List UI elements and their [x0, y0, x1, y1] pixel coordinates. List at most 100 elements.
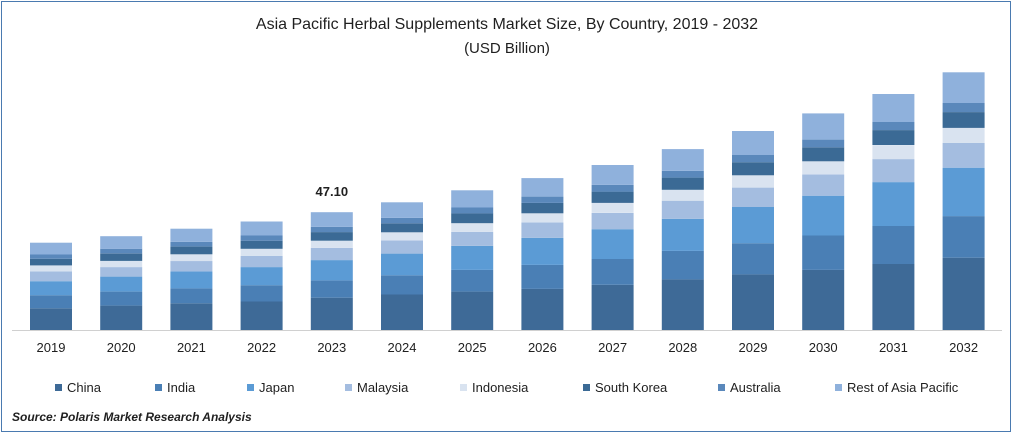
- bar-segment-china-2031: [872, 264, 915, 330]
- bar-segment-australia-2031: [872, 122, 915, 131]
- x-tick-label-2025: 2025: [458, 340, 487, 355]
- bar-segment-malaysia-2031: [872, 159, 915, 183]
- bar-segment-malaysia-2023: [310, 247, 353, 261]
- bar-segment-malaysia-2022: [240, 255, 283, 268]
- legend-swatch: [718, 384, 725, 391]
- bar-segment-japan-2022: [240, 267, 283, 286]
- bar-segment-china-2032: [942, 257, 985, 330]
- legend-item-china: China: [55, 380, 101, 395]
- legend-label: China: [67, 380, 101, 395]
- bar-segment-malaysia-2027: [591, 212, 634, 230]
- bar-segment-china-2027: [591, 284, 634, 330]
- bar-segment-rest-of-asia-pacific-2021: [170, 228, 213, 242]
- bar-segment-australia-2029: [732, 155, 774, 163]
- legend-item-india: India: [155, 380, 195, 395]
- x-tick-label-2020: 2020: [107, 340, 136, 355]
- bar-segment-australia-2021: [170, 241, 213, 247]
- legend-swatch: [460, 384, 467, 391]
- bar-segment-rest-of-asia-pacific-2022: [240, 221, 283, 236]
- bar-segment-japan-2025: [451, 245, 494, 270]
- bar-segment-australia-2023: [310, 226, 353, 233]
- stacked-bar-chart: 2019 2020 2021 2022 2023 47.10 2024 2025 2026 202…: [12, 72, 1002, 355]
- bar-segment-indonesia-2032: [942, 127, 985, 143]
- x-tick-label-2030: 2030: [809, 340, 838, 355]
- bar-segment-malaysia-2029: [732, 187, 774, 207]
- legend-label: Malaysia: [357, 380, 409, 395]
- bar-segment-china-2025: [451, 291, 494, 330]
- bar-segment-indonesia-2021: [170, 254, 213, 262]
- bar-segment-malaysia-2019: [30, 271, 72, 282]
- bar-segment-rest-of-asia-pacific-2029: [732, 131, 774, 155]
- x-tick-label-2028: 2028: [668, 340, 697, 355]
- legend-label: Australia: [730, 380, 781, 395]
- bar-segment-rest-of-asia-pacific-2027: [591, 165, 634, 185]
- legend-item-south-korea: South Korea: [583, 380, 667, 395]
- bar-segment-japan-2026: [521, 237, 564, 265]
- legend-label: India: [167, 380, 196, 395]
- bar-segment-japan-2027: [591, 229, 634, 259]
- bar-segment-india-2030: [802, 235, 845, 270]
- x-tick-label-2027: 2027: [598, 340, 627, 355]
- x-tick-label-2019: 2019: [37, 340, 66, 355]
- legend-item-indonesia: Indonesia: [460, 380, 528, 395]
- bar-segment-rest-of-asia-pacific-2019: [30, 242, 72, 255]
- x-tick-label-2022: 2022: [247, 340, 276, 355]
- legend-item-rest-of-asia-pacific: Rest of Asia Pacific: [835, 380, 958, 395]
- x-tick-label-2029: 2029: [739, 340, 768, 355]
- bar-segment-japan-2021: [170, 271, 213, 289]
- bar-segment-malaysia-2020: [100, 267, 143, 277]
- bar-segment-malaysia-2021: [170, 261, 213, 272]
- chart-subtitle: (USD Billion): [464, 40, 550, 57]
- source-note: Source: Polaris Market Research Analysis: [12, 410, 252, 424]
- bar-segment-china-2028: [661, 279, 704, 330]
- bar-segment-south-korea-2024: [381, 223, 423, 233]
- bar-segment-south-korea-2030: [802, 147, 845, 162]
- bar-segment-malaysia-2025: [451, 231, 494, 246]
- bar-segment-india-2032: [942, 216, 985, 258]
- bar-segment-australia-2024: [381, 217, 423, 224]
- bar-segment-japan-2019: [30, 281, 72, 296]
- bar-segment-south-korea-2032: [942, 112, 985, 128]
- legend-swatch: [583, 384, 590, 391]
- x-tick-label-2026: 2026: [528, 340, 557, 355]
- bar-segment-indonesia-2027: [591, 202, 634, 213]
- bar-segment-australia-2020: [100, 248, 143, 254]
- bar-segment-india-2029: [732, 243, 774, 275]
- bar-segment-japan-2023: [310, 260, 353, 281]
- x-tick-label-2021: 2021: [177, 340, 206, 355]
- legend-label: Japan: [259, 380, 295, 395]
- bar-segment-south-korea-2028: [661, 177, 704, 190]
- bar-segment-china-2023: [310, 297, 353, 330]
- bar-segment-malaysia-2026: [521, 222, 564, 238]
- legend-swatch: [155, 384, 162, 391]
- bar-segment-india-2020: [100, 291, 143, 306]
- bar-segment-india-2023: [310, 280, 353, 298]
- bar-segment-rest-of-asia-pacific-2030: [802, 113, 845, 140]
- bar-segment-india-2031: [872, 226, 915, 264]
- x-tick-label-2024: 2024: [388, 340, 417, 355]
- legend-swatch: [247, 384, 254, 391]
- legend-swatch: [345, 384, 352, 391]
- bar-segment-australia-2019: [30, 254, 72, 259]
- x-tick-label-2032: 2032: [949, 340, 978, 355]
- bar-segment-rest-of-asia-pacific-2023: [310, 212, 353, 227]
- bar-segment-japan-2031: [872, 182, 915, 226]
- bar-segment-indonesia-2029: [732, 175, 774, 188]
- bar-segment-china-2024: [381, 294, 423, 330]
- bar-segment-india-2028: [661, 250, 704, 280]
- bar-segment-china-2021: [170, 303, 213, 330]
- bar-segment-indonesia-2023: [310, 240, 353, 248]
- bar-segment-india-2021: [170, 288, 213, 304]
- bar-segment-china-2030: [802, 269, 845, 330]
- bar-segment-rest-of-asia-pacific-2032: [942, 72, 985, 103]
- bar-segment-indonesia-2020: [100, 260, 143, 268]
- x-tick-label-2031: 2031: [879, 340, 908, 355]
- bar-segment-indonesia-2025: [451, 223, 494, 232]
- bar-segment-india-2026: [521, 264, 564, 289]
- bar-segment-rest-of-asia-pacific-2031: [872, 94, 915, 122]
- bar-segment-japan-2024: [381, 253, 423, 276]
- bar-segment-australia-2026: [521, 196, 564, 203]
- bar-segment-japan-2029: [732, 207, 774, 244]
- bar-segment-indonesia-2026: [521, 213, 564, 223]
- bar-segment-rest-of-asia-pacific-2028: [661, 149, 704, 171]
